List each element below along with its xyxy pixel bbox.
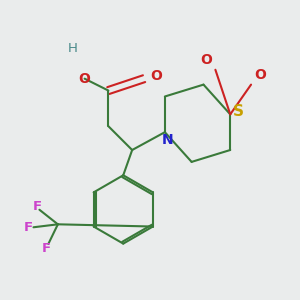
Text: O: O [79,72,91,86]
Text: F: F [32,200,42,213]
Text: S: S [233,104,244,119]
Text: F: F [24,221,33,234]
Text: F: F [41,242,50,255]
Text: O: O [150,69,162,83]
Text: O: O [200,53,212,67]
Text: H: H [68,42,78,55]
Text: O: O [254,68,266,82]
Text: N: N [162,133,174,147]
